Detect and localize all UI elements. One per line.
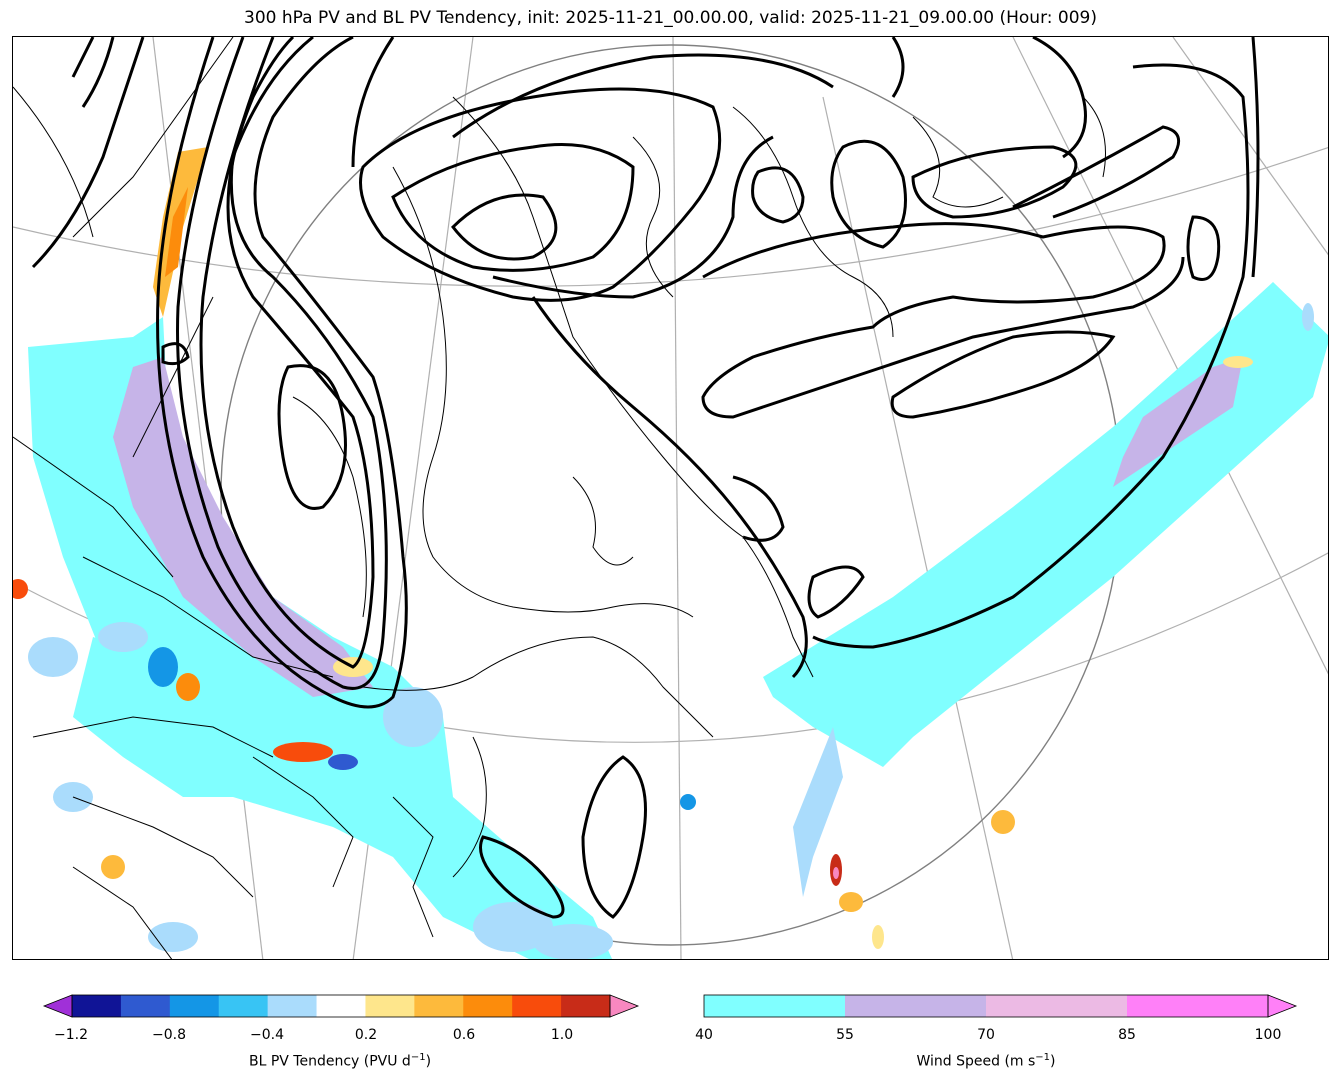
colorbar-extend-low [42, 994, 73, 1018]
colorbar-swatch [561, 995, 611, 1017]
wind-speed-label-text: Wind Speed (m s [916, 1053, 1036, 1070]
colorbar-outline [703, 994, 1269, 1018]
pv-tendency-tick: 0.6 [452, 1027, 476, 1043]
pv-tendency-colorbar-svg [42, 994, 640, 1018]
colorbar-swatch [120, 995, 171, 1017]
colorbar-extend-high [609, 994, 640, 1018]
pv-tendency-label-sup: −1 [410, 1052, 426, 1063]
colorbar-outline [71, 994, 611, 1018]
pv-tendency-tick: 1.0 [550, 1027, 574, 1043]
colorbar-swatch [267, 995, 318, 1017]
wind-speed-fill [28, 282, 1328, 959]
wind-speed-tick: 40 [695, 1027, 713, 1043]
map-panel [12, 36, 1329, 960]
wind-speed-tick: 100 [1254, 1027, 1282, 1043]
pv-tendency-tick: −0.8 [152, 1027, 186, 1043]
colorbar-swatch [512, 995, 562, 1017]
wind-speed-tick: 70 [977, 1027, 995, 1043]
colorbar-extend-high [1267, 994, 1298, 1018]
colorbar-swatch [704, 995, 846, 1017]
pv-tendency-label-text: BL PV Tendency (PVU d [248, 1053, 411, 1070]
colorbar-swatch [463, 995, 513, 1017]
colorbar-swatch [986, 995, 1128, 1017]
wind-speed-colorbar [703, 994, 1298, 1018]
colorbar-swatch [845, 995, 987, 1017]
pv-tendency-colorbar [42, 994, 640, 1018]
colorbar-swatch [72, 995, 122, 1017]
colorbar-swatch [365, 995, 415, 1017]
wind-speed-colorbar-label: Wind Speed (m s−1) [916, 1052, 1055, 1070]
wind-speed-label-sup: −1 [1035, 1052, 1051, 1063]
map-canvas [13, 37, 1328, 959]
pv-tendency-label-end: ) [425, 1053, 432, 1070]
pv-contours [31, 37, 1260, 919]
colorbar-swatch [169, 995, 220, 1017]
pv-tendency-colorbar-label: BL PV Tendency (PVU d−1) [249, 1052, 431, 1070]
colorbar-swatch [218, 995, 269, 1017]
wind-speed-tick: 55 [836, 1027, 854, 1043]
pv-tendency-tick: −1.2 [54, 1027, 88, 1043]
figure-title: 300 hPa PV and BL PV Tendency, init: 202… [244, 8, 1097, 28]
colorbar-swatch [414, 995, 464, 1017]
wind-speed-label-end: ) [1050, 1053, 1056, 1070]
wind-speed-colorbar-svg [703, 994, 1298, 1018]
colorbar-swatch [316, 995, 366, 1017]
colorbar-swatch [1127, 995, 1269, 1017]
coastlines [13, 37, 1106, 959]
pv-tendency-tick: 0.2 [354, 1027, 378, 1043]
wind-speed-tick: 85 [1118, 1027, 1136, 1043]
pv-tendency-tick: −0.4 [250, 1027, 284, 1043]
